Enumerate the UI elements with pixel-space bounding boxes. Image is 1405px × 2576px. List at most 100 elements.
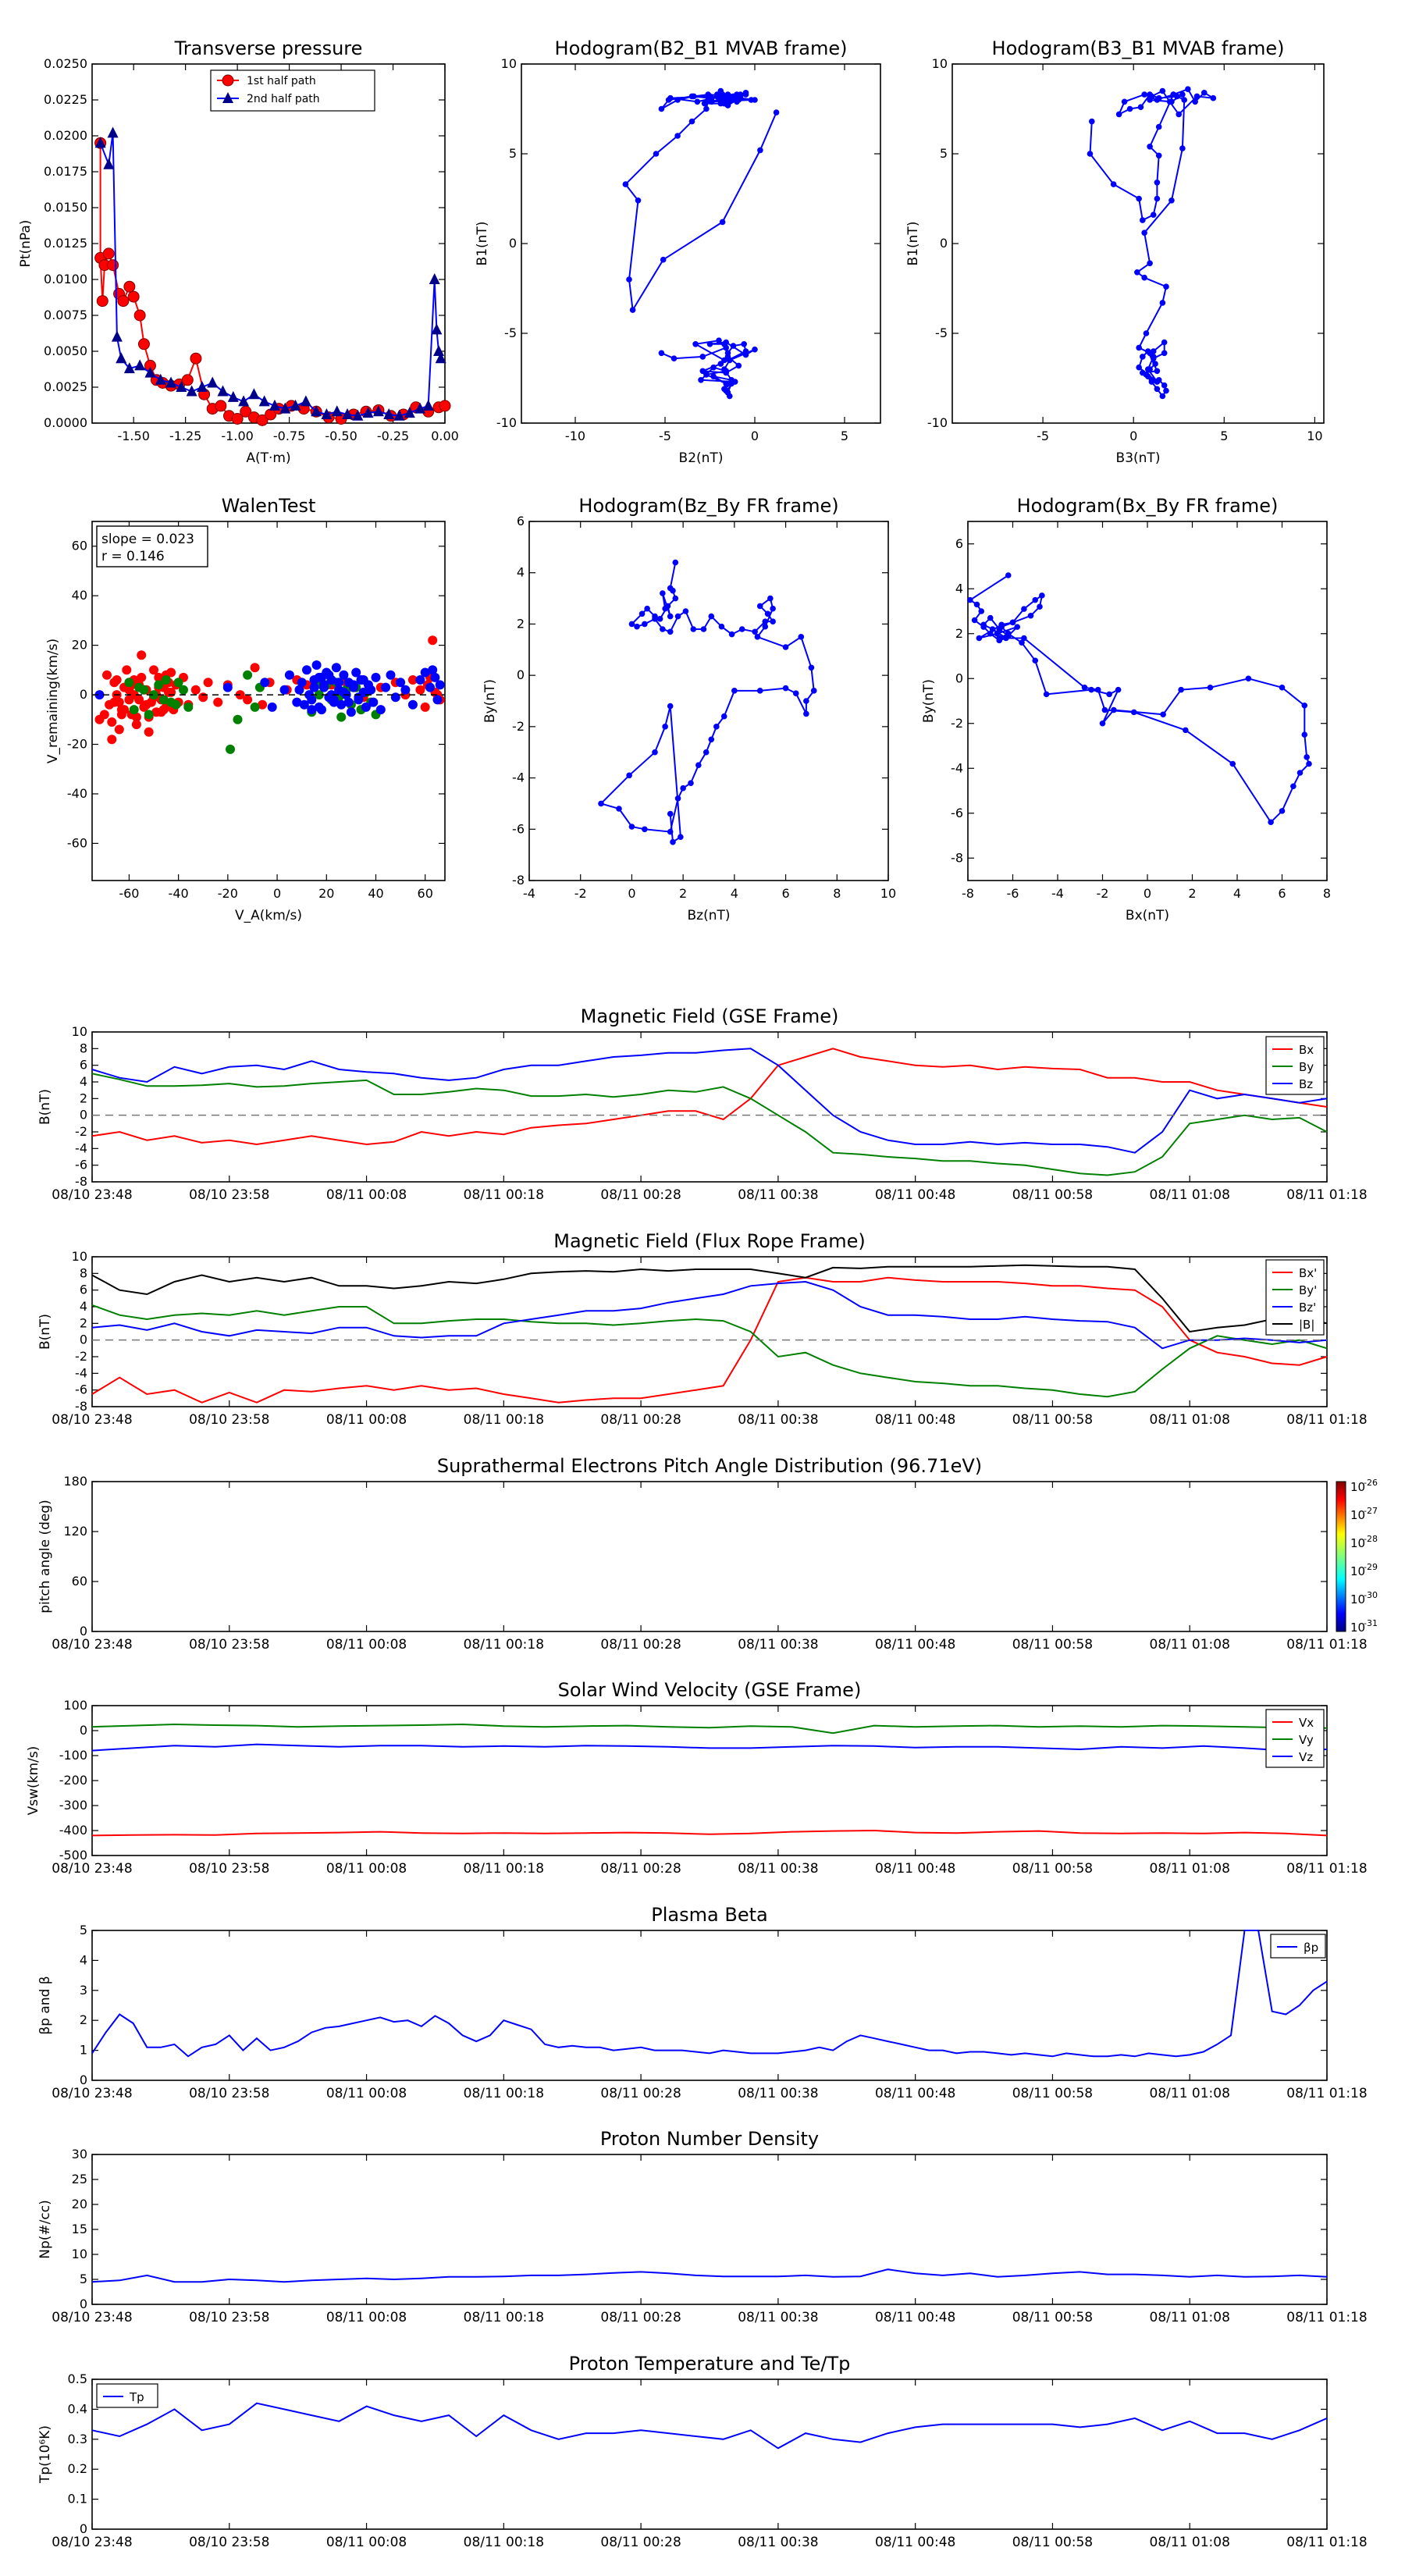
data-point [710,364,717,371]
data-point [1147,97,1153,103]
data-point [1301,702,1308,709]
scatter-point [144,710,154,720]
x-tick-label: 10 [880,886,896,901]
scatter-point [137,672,147,682]
scatter-point [154,672,164,682]
series-line-Bz' [91,1280,1328,1350]
chart-vsw: Solar Wind Velocity (GSE Frame) -500 -400 -… [26,1679,1368,1877]
y-axis-label: Np(#/cc) [37,2200,53,2258]
x-tick-label: -8 [962,886,974,901]
time-tick-label: 08/11 00:38 [738,1861,818,1877]
scatter-point [294,685,304,695]
data-point [1141,91,1147,98]
y-tick-label: -4 [75,1365,87,1380]
data-point [1094,686,1101,693]
data-point [752,628,758,635]
scatter-point [284,670,294,680]
time-tick-label: 08/11 00:18 [464,2535,544,2550]
scatter-point [334,678,344,688]
y-tick-label: 60 [72,539,87,553]
data-point [698,377,704,383]
x-tick-label: -0.50 [325,429,357,443]
x-tick-label: 2 [679,886,687,901]
time-tick-label: 08/11 01:18 [1286,2310,1367,2325]
scatter-point [292,697,302,707]
y-tick-label: 0.0000 [44,415,87,430]
y-tick-label: 5 [80,1923,87,1937]
data-point [117,295,130,308]
data-point [1150,212,1157,219]
data-point [987,630,994,637]
time-tick-label: 08/10 23:48 [52,1637,132,1653]
data-point [660,626,666,632]
chart-title: Plasma Beta [651,1904,767,1926]
series-line-By' [91,1304,1328,1398]
chart-h3: Hodogram(Bz_By FR frame) -8 -6 -4 -2 0 2 4 6 By(n… [482,495,896,923]
time-tick-label: 08/11 00:48 [875,1861,955,1877]
scatter-point [144,727,154,737]
scatter-point [428,665,438,675]
time-tick-label: 08/11 00:48 [875,1637,955,1653]
data-point [144,366,156,378]
colorbar-tick-label: 10 [1350,1564,1365,1578]
legend-label: Vy [1299,1733,1314,1747]
chart-tp: Proton Temperature and Te/Tp 0 0.1 0.2 0.3 0.… [37,2353,1368,2550]
data-point [803,710,809,717]
data-point [1136,195,1142,202]
data-point [674,97,681,103]
data-point [702,749,710,756]
x-tick-label: -6 [1007,886,1019,901]
y-tick-label: 0 [80,2073,87,2087]
scatter-point [131,720,141,730]
data-point [730,343,737,349]
time-tick-label: 08/11 00:28 [600,2310,681,2325]
data-point [1087,151,1094,157]
scatter-point [358,675,368,685]
data-point [196,381,208,392]
data-point [976,635,983,642]
series-line-By [91,1073,1328,1176]
scatter-point [158,695,169,705]
y-tick-label: 0 [509,236,517,251]
data-point [748,97,755,103]
time-tick-label: 08/11 00:58 [1012,1412,1093,1428]
y-tick-label: -4 [512,770,525,785]
data-point [1126,105,1133,112]
x-tick-label: -4 [523,886,535,901]
data-point [709,98,715,105]
scatter-point [368,697,379,707]
y-tick-label: 0.0075 [44,308,87,322]
data-point [720,713,727,720]
data-point [433,345,445,356]
data-point [690,626,697,632]
data-point [719,219,726,226]
data-point [1032,657,1039,664]
x-tick-label: 60 [418,886,433,901]
legend [1265,1036,1325,1095]
x-tick-label: 4 [731,886,738,901]
data-point [1279,684,1286,691]
data-point [107,259,119,272]
data-point [764,610,771,617]
y-tick-label: 180 [63,1474,87,1489]
data-point [699,368,706,375]
y-tick-label: 10 [72,1024,87,1039]
legend-label: By' [1299,1283,1317,1297]
data-point [300,395,311,407]
scatter-point [415,685,425,695]
plot-frame [91,1481,1328,1632]
plot-frame [951,63,1325,424]
scatter-point [317,672,326,682]
data-point [727,357,733,364]
x-tick-label: -4 [1051,886,1064,901]
y-axis-label: B(nT) [37,1089,53,1125]
x-tick-label: -5 [1037,429,1049,443]
data-point [435,352,446,364]
data-point [626,276,632,283]
data-point [331,405,343,417]
scatter-point [400,685,411,695]
slope-annotation: slope = 0.023 [101,532,194,547]
scatter-point [407,675,418,685]
data-point [1210,94,1217,101]
y-tick-label: 0 [955,671,963,685]
